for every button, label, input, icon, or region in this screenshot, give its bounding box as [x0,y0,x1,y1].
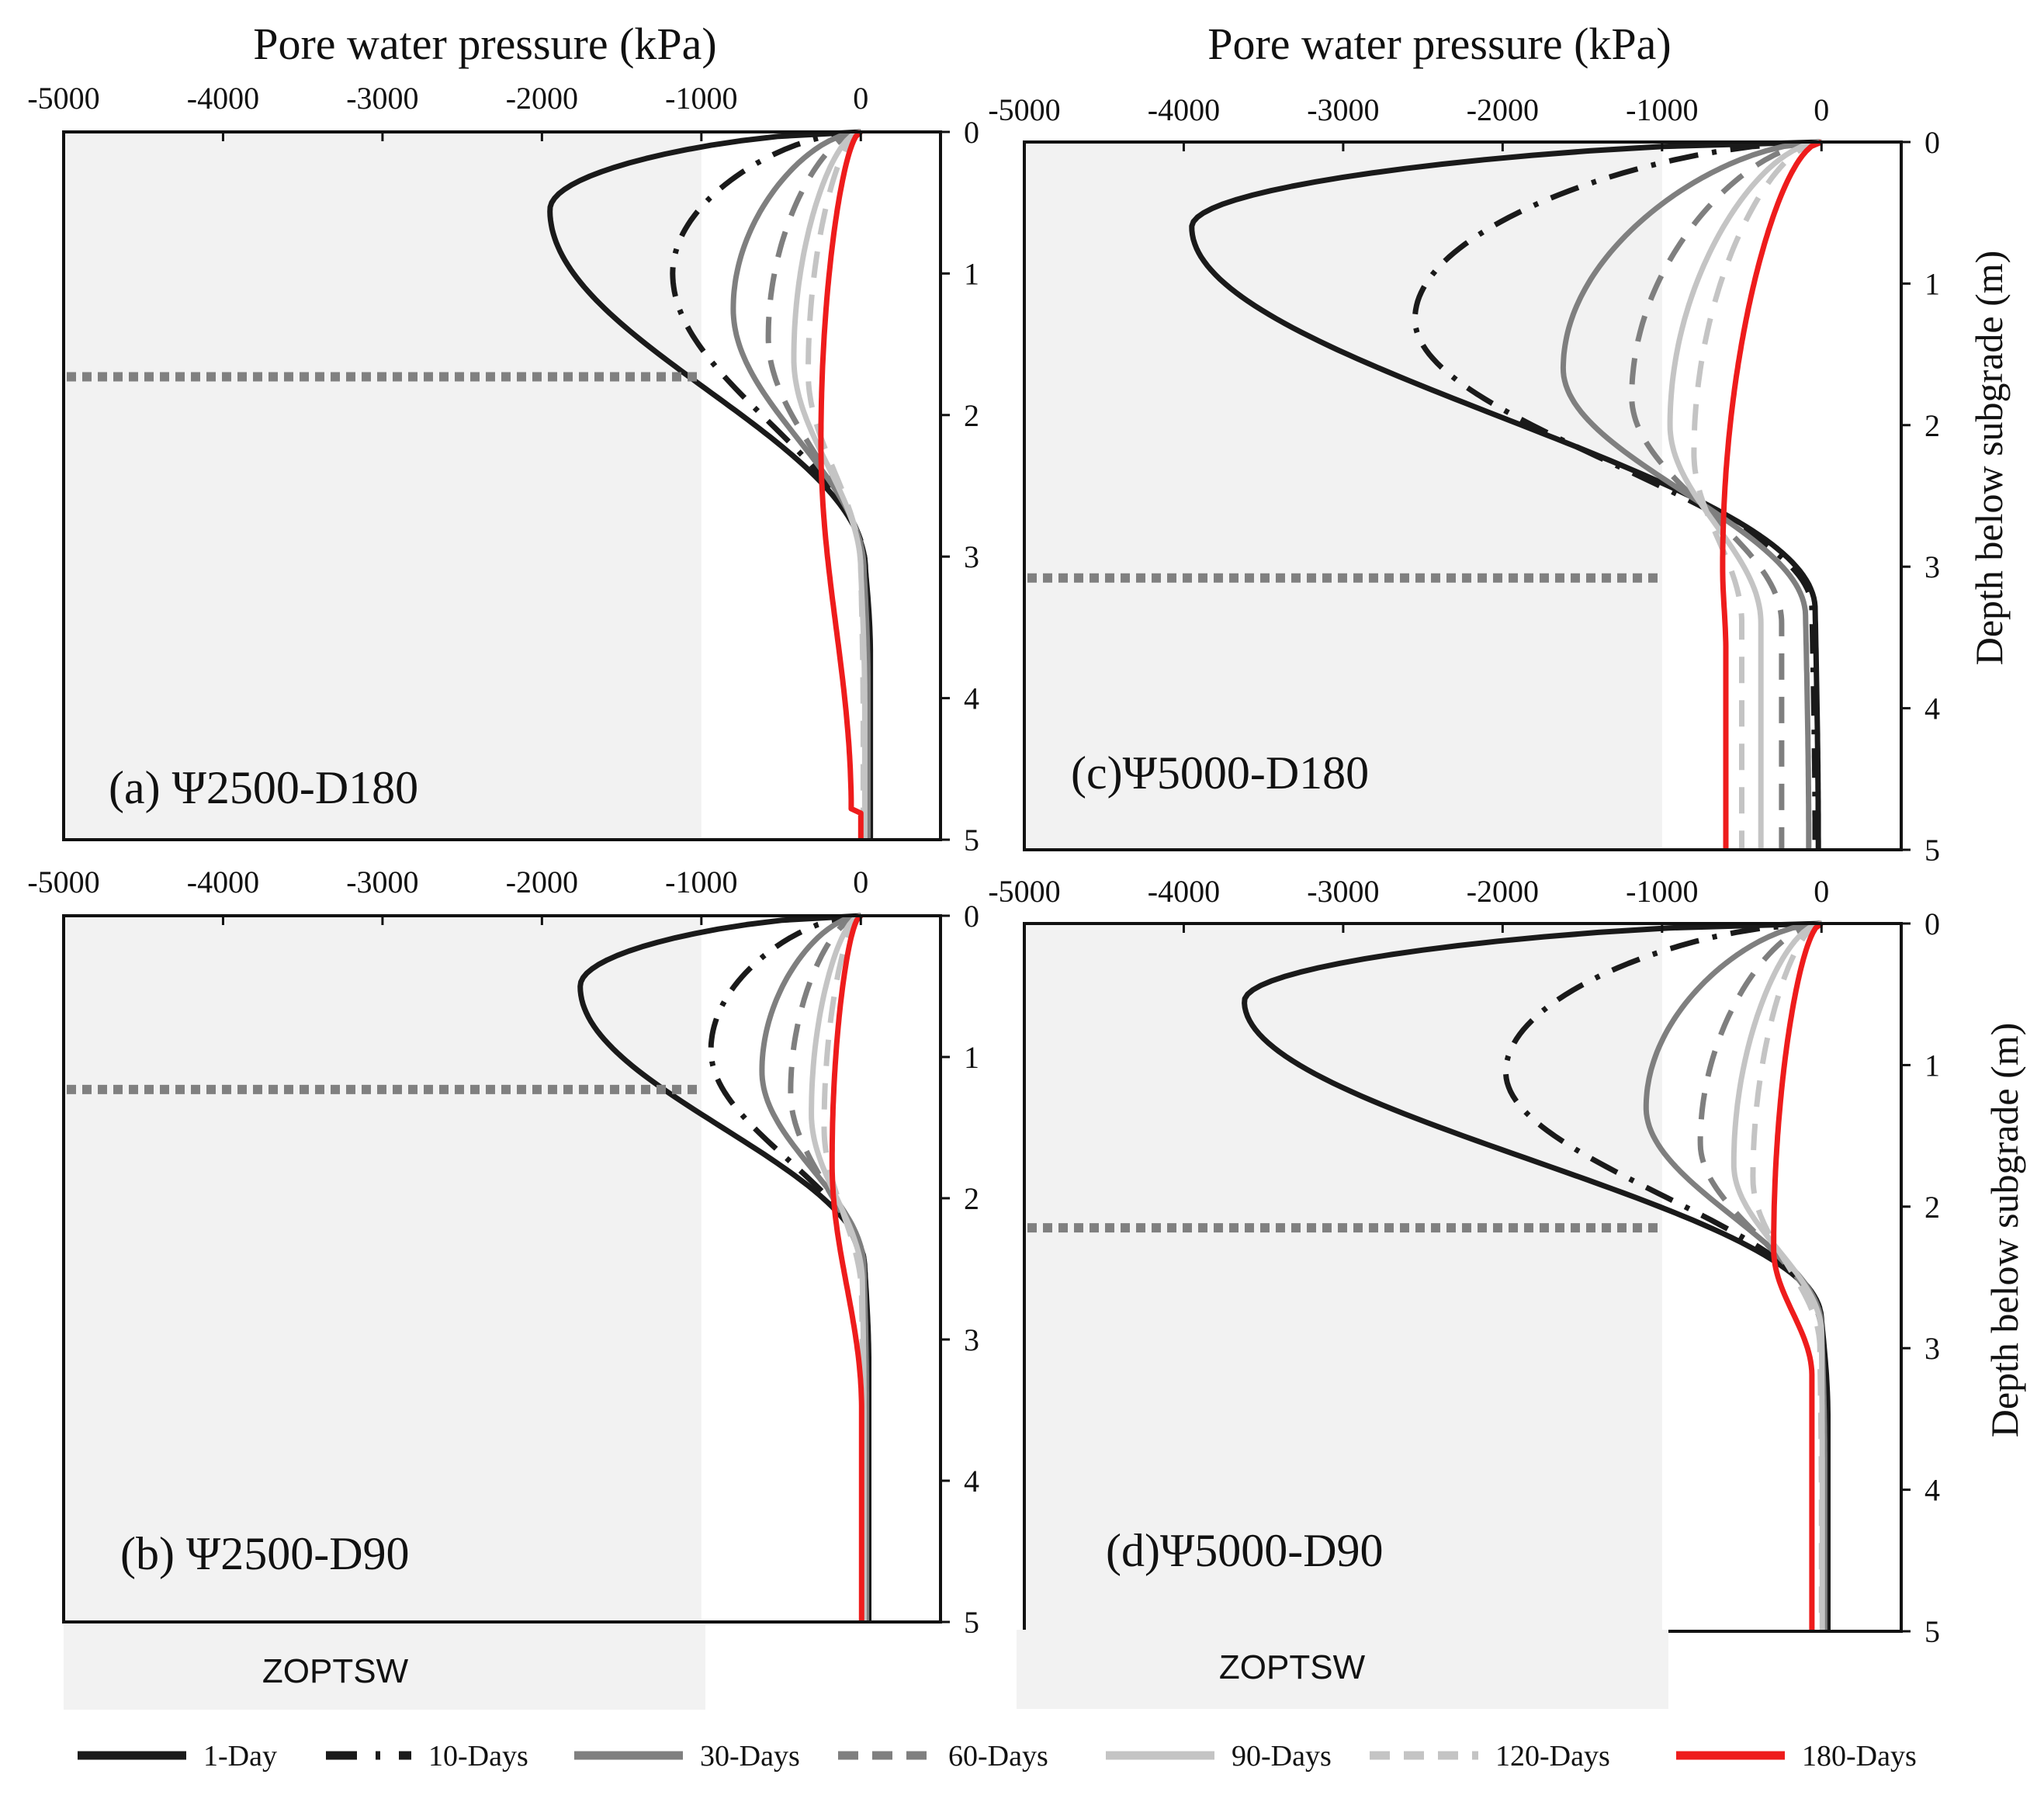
curve-b-day60 [788,913,868,1622]
ytick-label-b: 0 [964,899,979,934]
curve-b-day120 [821,913,866,1622]
panel-b-label: (b) Ψ2500-D90 [120,1528,410,1579]
xtick-label-d: -4000 [1148,874,1220,909]
xtick-label-a: -4000 [187,81,259,116]
panel-d: -5000 -4000 -3000 -2000 -1000 0 0 1 2 3 4 5 [988,874,1940,1649]
panel-c-ylabel: Depth below subgrade (m) [1967,251,2011,666]
ytick-label-d: 4 [1924,1473,1940,1508]
plot-frame-a [62,130,942,841]
xtick-label-a: -1000 [665,81,737,116]
xtick-label-a: -2000 [506,81,578,116]
legend-label-day90: 90-Days [1232,1740,1332,1773]
zoptsw-band-left [64,1624,705,1710]
curve-a-day180 [818,130,864,840]
curve-a-day120 [805,129,866,840]
legend-label-day10: 10-Days [428,1740,528,1773]
xtick-label-d: -2000 [1467,874,1539,909]
ytick-label-a: 2 [964,398,979,433]
ytick-label-b: 2 [964,1181,979,1216]
ytick-label-c: 1 [1924,266,1940,301]
curve-d-day120 [1750,920,1824,1631]
legend-label-day30: 30-Days [700,1740,800,1773]
curve-d-day10 [1503,920,1829,1631]
xtick-label-d: -1000 [1626,874,1698,909]
zoptsw-zone-a [64,132,702,840]
panel-d-label: (d)Ψ5000-D90 [1106,1525,1384,1576]
zoptsw-label-left: ZOPTSW [262,1652,409,1690]
panel-c: -5000 -4000 -3000 -2000 -1000 0 0 1 2 3 4 5 [988,92,1940,868]
xtick-label-c: -4000 [1148,92,1220,127]
ytick-label-d: 0 [1924,906,1940,941]
xtick-label-b: 0 [853,865,868,899]
legend-label-day1: 1-Day [203,1740,277,1773]
ytick-label-d: 2 [1924,1190,1940,1225]
legend-label-day180: 180-Days [1802,1740,1917,1773]
legend-label-day120: 120-Days [1495,1740,1610,1773]
panel-c-label: (c)Ψ5000-D180 [1071,747,1369,799]
ytick-label-b: 4 [964,1464,979,1499]
xtick-label-c: -3000 [1307,92,1379,127]
xtick-label-b: -4000 [187,865,259,899]
zoptsw-band-right [1017,1630,1668,1709]
ytick-label-b: 3 [964,1322,979,1357]
xtick-label-c: 0 [1814,92,1829,127]
legend-label-day60: 60-Days [948,1740,1048,1773]
ytick-label-a: 5 [964,823,979,858]
curve-b-day30 [759,913,869,1622]
xtick-label-c: -5000 [988,92,1060,127]
curve-c-day120 [1691,139,1823,850]
zoptsw-zone-d [1024,924,1662,1631]
ytick-label-d: 3 [1924,1331,1940,1366]
xtick-label-a: 0 [853,81,868,116]
curve-c-day180 [1720,139,1823,850]
panel-a-title: Pore water pressure (kPa) [253,19,717,69]
curve-c-day10 [1412,139,1822,850]
curve-b-day180 [829,913,864,1622]
curve-d-day60 [1697,920,1826,1631]
plot-frame-b [62,914,942,1624]
ytick-label-a: 3 [964,539,979,574]
zoptsw-zone-b [64,916,702,1622]
plot-frame-c [1023,140,1903,851]
ytick-label-a: 1 [964,256,979,291]
legend: 1-Day 10-Days 30-Days 60-Days 90-Days 120-Day… [78,1740,1917,1773]
panel-d-ylabel: Depth below subgrade (m) [1983,1023,2026,1438]
xtick-label-a: -5000 [27,81,99,116]
zoptsw-zone-c [1024,142,1662,850]
curve-a-day60 [765,129,869,840]
ytick-label-d: 1 [1924,1048,1940,1083]
xtick-label-c: -1000 [1626,92,1698,127]
ytick-label-a: 0 [964,115,979,150]
ytick-label-c: 3 [1924,549,1940,584]
panel-a-label: (a) Ψ2500-D180 [109,762,418,813]
xtick-label-c: -2000 [1467,92,1539,127]
ytick-label-a: 4 [964,681,979,716]
ytick-label-d: 5 [1924,1614,1940,1649]
curve-d-day180 [1771,921,1824,1631]
xtick-label-b: -5000 [27,865,99,899]
ytick-label-c: 5 [1924,833,1940,868]
ytick-label-c: 0 [1924,125,1940,160]
ytick-label-c: 4 [1924,691,1940,726]
curve-c-day90 [1667,139,1823,850]
xtick-label-a: -3000 [346,81,418,116]
xtick-label-d: -3000 [1307,874,1379,909]
curve-c-day60 [1629,139,1822,850]
ytick-label-b: 1 [964,1040,979,1075]
xtick-label-d: 0 [1814,874,1829,909]
xtick-label-b: -1000 [665,865,737,899]
xtick-label-b: -3000 [346,865,418,899]
panel-a: -5000 -4000 -3000 -2000 -1000 0 0 1 2 3 4 5 [27,81,979,858]
xtick-label-b: -2000 [506,865,578,899]
ytick-label-c: 2 [1924,408,1940,443]
zoptsw-label-right: ZOPTSW [1219,1648,1366,1686]
panel-c-title: Pore water pressure (kPa) [1207,19,1672,69]
panel-b: -5000 -4000 -3000 -2000 -1000 0 0 1 2 3 4 5 [27,865,979,1640]
xtick-label-d: -5000 [988,874,1060,909]
ytick-label-b: 5 [964,1605,979,1640]
